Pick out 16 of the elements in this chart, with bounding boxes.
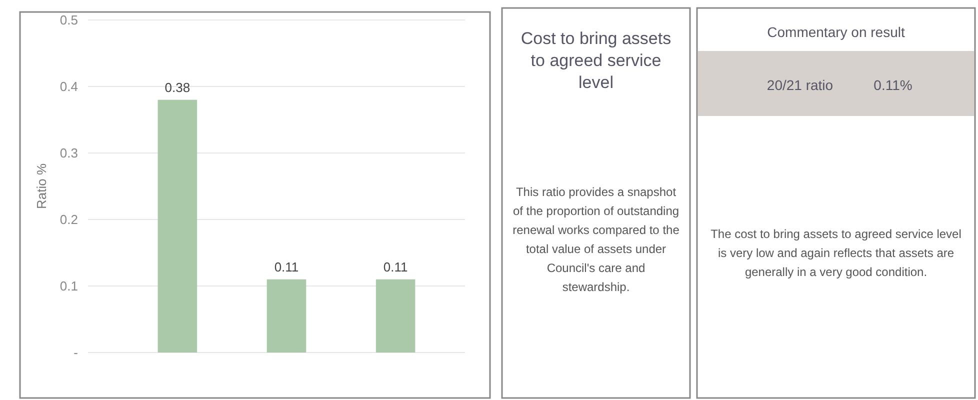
y-tick-label: 0.1	[60, 278, 78, 294]
y-axis-title: Ratio %	[34, 163, 49, 210]
y-tick-label: 0.5	[60, 12, 78, 28]
text: 0.11%	[874, 77, 912, 93]
y-tick-label: -	[74, 345, 78, 360]
text: 20/21 ratio	[766, 77, 834, 93]
text: Cost to bring assets to agreed service level	[520, 28, 672, 94]
data-label: 0.38	[164, 80, 190, 95]
data-label: 0.11	[274, 259, 299, 274]
y-tick-label: 0.4	[60, 79, 78, 94]
y-tick-label: 0.2	[60, 212, 78, 228]
data-label: 0.11	[383, 259, 408, 274]
y-tick-label: 0.3	[60, 146, 78, 161]
text: Commentary on result	[767, 24, 905, 40]
text: The cost to bring assets to agreed service level is very low and again reflects that assets are generally in a very good condition.	[710, 226, 962, 281]
text: This ratio provides a snapshot of the proportion of outstanding renewal works compared to the total value of assets under Council's care and stewardship.	[512, 184, 680, 296]
